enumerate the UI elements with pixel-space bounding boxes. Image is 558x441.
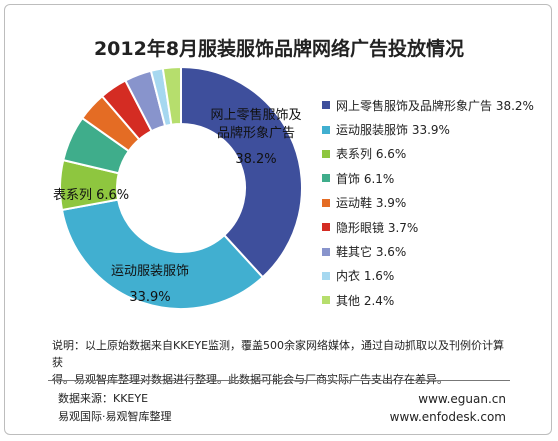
donut-labels: 网上零售服饰及品牌形象广告 38.2% 运动服装服饰 33.9% 表系列 6.6% — [53, 107, 302, 305]
legend-item: 表系列 6.6% — [322, 142, 552, 166]
data-label-slice-1-line-1: 网上零售服饰及 — [210, 107, 301, 123]
organization: 易观国际·易观智库整理 — [58, 410, 172, 423]
legend-item: 内衣 1.6% — [322, 264, 552, 288]
chart-title: 2012年8月服装服饰品牌网络广告投放情况 — [93, 38, 465, 60]
legend-label: 内衣 1.6% — [336, 269, 395, 284]
legend-label: 首饰 6.1% — [336, 171, 395, 186]
legend-item: 运动鞋 3.9% — [322, 191, 552, 215]
legend-label: 鞋其它 3.6% — [336, 245, 407, 260]
footer-right: www.eguan.cn www.enfodesk.com — [390, 390, 506, 426]
legend-swatch — [322, 174, 330, 183]
website-link-eguan[interactable]: www.eguan.cn — [418, 392, 506, 406]
legend-swatch — [322, 247, 330, 256]
legend-label: 其他 2.4% — [336, 293, 395, 308]
data-label-slice-3: 表系列 6.6% — [53, 188, 129, 203]
legend-item: 运动服装服饰 33.9% — [322, 117, 552, 141]
data-source: 数据来源：KKEYE — [58, 392, 149, 405]
legend-swatch — [322, 271, 330, 280]
legend-item: 网上零售服饰及品牌形象广告 38.2% — [322, 93, 552, 117]
legend-swatch — [322, 223, 330, 232]
data-label-slice-2-line-1: 运动服装服饰 — [111, 264, 189, 279]
legend-swatch — [322, 296, 330, 305]
legend-swatch — [322, 101, 330, 110]
legend-item: 首饰 6.1% — [322, 166, 552, 190]
legend-swatch — [322, 149, 330, 158]
footer-left: 数据来源：KKEYE 易观国际·易观智库整理 — [58, 390, 172, 426]
legend: 网上零售服饰及品牌形象广告 38.2% 运动服装服饰 33.9% 表系列 6.6% 首… — [322, 93, 552, 313]
legend-swatch — [322, 198, 330, 207]
donut-slice-2 — [60, 198, 265, 310]
data-label-slice-1-value: 38.2% — [235, 152, 276, 167]
note-line-1: 说明：以上原始数据来自KKEYE监测，覆盖500余家网络媒体，通过自动抓取以及刊… — [52, 339, 505, 369]
legend-item: 鞋其它 3.6% — [322, 239, 552, 263]
divider — [48, 380, 510, 381]
donut-slice-9 — [161, 65, 182, 126]
legend-swatch — [322, 125, 330, 134]
note: 说明：以上原始数据来自KKEYE监测，覆盖500余家网络媒体，通过自动抓取以及刊… — [52, 337, 512, 388]
note-line-2: 得。易观智库整理对数据进行整理。此数据可能会与厂商实际广告支出存在差异。 — [52, 373, 448, 386]
data-label-slice-2-value: 33.9% — [129, 290, 170, 305]
legend-label: 运动服装服饰 33.9% — [336, 123, 450, 138]
data-label-slice-1-line-2: 品牌形象广告 — [217, 125, 295, 141]
legend-item: 其他 2.4% — [322, 288, 552, 312]
legend-label: 网上零售服饰及品牌形象广告 38.2% — [336, 98, 534, 113]
donut-slice-1 — [180, 65, 303, 279]
legend-label: 运动鞋 3.9% — [336, 196, 407, 211]
website-link-enfodesk[interactable]: www.enfodesk.com — [389, 410, 506, 424]
donut-slices — [59, 65, 303, 310]
legend-label: 表系列 6.6% — [336, 147, 407, 162]
legend-label: 隐形眼镜 3.7% — [336, 220, 419, 235]
legend-item: 隐形眼镜 3.7% — [322, 215, 552, 239]
